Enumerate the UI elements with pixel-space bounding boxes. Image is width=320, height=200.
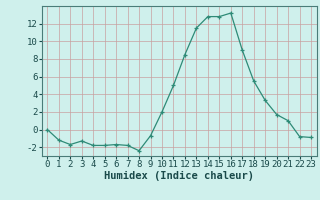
X-axis label: Humidex (Indice chaleur): Humidex (Indice chaleur) [104,171,254,181]
